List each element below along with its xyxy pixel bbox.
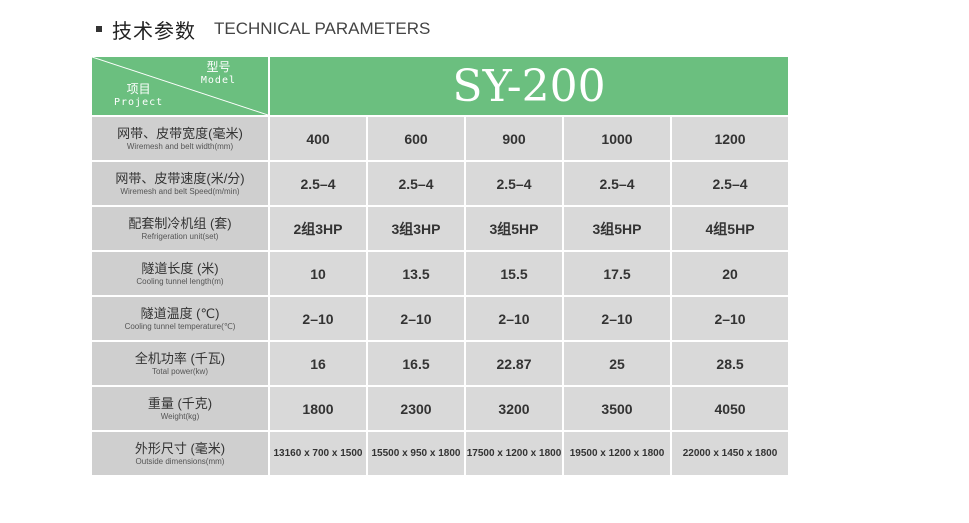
value-cell: 600: [368, 117, 464, 160]
corner-header-cell: 型号 Model 项目 Project: [92, 57, 268, 115]
model-label-en: Model: [200, 75, 236, 86]
value-cell: 16.5: [368, 342, 464, 385]
section-title-cn: 技术参数: [112, 20, 196, 43]
row-label-cn: 隧道温度 (℃): [140, 305, 220, 321]
value-cell: 4050: [672, 387, 789, 430]
row-label-en: Total power(kw): [151, 366, 208, 376]
table-row: 隧道长度 (米) Cooling tunnel length(m) 10 13.5 15…: [92, 252, 789, 295]
row-label-cell: 配套制冷机组 (套) Refrigeration unit(set): [92, 207, 268, 250]
table-row: 网带、皮带宽度(毫米) Wiremesh and belt width(mm) 40…: [92, 117, 789, 160]
project-label: 项目 Project: [114, 83, 163, 109]
row-label-cn: 重量 (千克): [147, 395, 213, 411]
row-label-en: Refrigeration unit(set): [141, 231, 219, 241]
row-label-cn: 外形尺寸 (毫米): [134, 440, 226, 456]
row-label-cell: 全机功率 (千瓦) Total power(kw): [92, 342, 268, 385]
value-cell: 16: [270, 342, 366, 385]
value-cell: 3200: [466, 387, 562, 430]
value-cell: 20: [672, 252, 789, 295]
value-cell: 15500 x 950 x 1800: [368, 432, 464, 475]
value-cell: 13.5: [368, 252, 464, 295]
row-label-en: Cooling tunnel length(m): [136, 276, 224, 286]
value-cell: 1800: [270, 387, 366, 430]
value-cell: 3组3HP: [368, 207, 464, 250]
value-cell: 2.5–4: [564, 162, 670, 205]
value-cell: 4组5HP: [672, 207, 789, 250]
value-cell: 22000 x 1450 x 1800: [672, 432, 789, 475]
row-label-cell: 隧道长度 (米) Cooling tunnel length(m): [92, 252, 268, 295]
project-label-cn: 项目: [126, 82, 151, 96]
row-label-cn: 全机功率 (千瓦): [134, 350, 226, 366]
table-row: 外形尺寸 (毫米) Outside dimensions(mm) 13160 x 7…: [92, 432, 789, 475]
value-cell: 2–10: [672, 297, 789, 340]
project-label-en: Project: [114, 97, 164, 108]
value-cell: 400: [270, 117, 366, 160]
square-bullet-icon: [96, 26, 102, 32]
section-header: 技术参数 TECHNICAL PARAMETERS: [96, 14, 430, 44]
value-cell: 17500 x 1200 x 1800: [466, 432, 562, 475]
value-cell: 2.5–4: [270, 162, 366, 205]
value-cell: 13160 x 700 x 1500: [270, 432, 366, 475]
table-row: 隧道温度 (℃) Cooling tunnel temperature(℃) 2–1…: [92, 297, 789, 340]
model-label: 型号 Model: [201, 61, 236, 87]
value-cell: 25: [564, 342, 670, 385]
row-label-cell: 隧道温度 (℃) Cooling tunnel temperature(℃): [92, 297, 268, 340]
value-cell: 17.5: [564, 252, 670, 295]
value-cell: 10: [270, 252, 366, 295]
value-cell: 2组3HP: [270, 207, 366, 250]
row-label-cell: 外形尺寸 (毫米) Outside dimensions(mm): [92, 432, 268, 475]
value-cell: 900: [466, 117, 562, 160]
value-cell: 3组5HP: [564, 207, 670, 250]
table-row: 网带、皮带速度(米/分) Wiremesh and belt Speed(m/mi…: [92, 162, 789, 205]
section-title-en: TECHNICAL PARAMETERS: [214, 19, 431, 38]
row-label-en: Wiremesh and belt Speed(m/min): [120, 186, 240, 196]
row-label-en: Wiremesh and belt width(mm): [126, 141, 234, 151]
row-label-cell: 网带、皮带速度(米/分) Wiremesh and belt Speed(m/mi…: [92, 162, 268, 205]
value-cell: 2–10: [270, 297, 366, 340]
row-label-cn: 网带、皮带宽度(毫米): [117, 125, 243, 141]
value-cell: 2.5–4: [368, 162, 464, 205]
parameters-table: 型号 Model 项目 Project SY-200 网带、皮带宽度(毫米) Wi…: [90, 55, 790, 477]
row-label-en: Weight(kg): [160, 411, 200, 421]
row-label-cell: 网带、皮带宽度(毫米) Wiremesh and belt width(mm): [92, 117, 268, 160]
row-label-en: Outside dimensions(mm): [135, 456, 225, 466]
value-cell: 15.5: [466, 252, 562, 295]
value-cell: 19500 x 1200 x 1800: [564, 432, 670, 475]
row-label-cn: 隧道长度 (米): [141, 260, 219, 276]
table-row: 全机功率 (千瓦) Total power(kw) 16 16.5 22.87 25 28.…: [92, 342, 789, 385]
value-cell: 2–10: [466, 297, 562, 340]
value-cell: 2–10: [564, 297, 670, 340]
value-cell: 1000: [564, 117, 670, 160]
row-label-cn: 网带、皮带速度(米/分): [115, 170, 245, 186]
value-cell: 2.5–4: [672, 162, 789, 205]
value-cell: 1200: [672, 117, 789, 160]
value-cell: 22.87: [466, 342, 562, 385]
row-label-en: Cooling tunnel temperature(℃): [124, 321, 236, 331]
table-row: 重量 (千克) Weight(kg) 1800 2300 3200 3500 4050: [92, 387, 789, 430]
value-cell: 2300: [368, 387, 464, 430]
model-label-cn: 型号: [206, 60, 231, 74]
row-label-cn: 配套制冷机组 (套): [128, 215, 232, 231]
value-cell: 2.5–4: [466, 162, 562, 205]
value-cell: 3组5HP: [466, 207, 562, 250]
model-name-cell: SY-200: [270, 57, 789, 115]
value-cell: 3500: [564, 387, 670, 430]
table-header-row: 型号 Model 项目 Project SY-200: [92, 57, 789, 115]
row-label-cell: 重量 (千克) Weight(kg): [92, 387, 268, 430]
diagonal-divider-icon: [92, 57, 268, 115]
value-cell: 28.5: [672, 342, 789, 385]
value-cell: 2–10: [368, 297, 464, 340]
table-row: 配套制冷机组 (套) Refrigeration unit(set) 2组3HP 3组…: [92, 207, 789, 250]
